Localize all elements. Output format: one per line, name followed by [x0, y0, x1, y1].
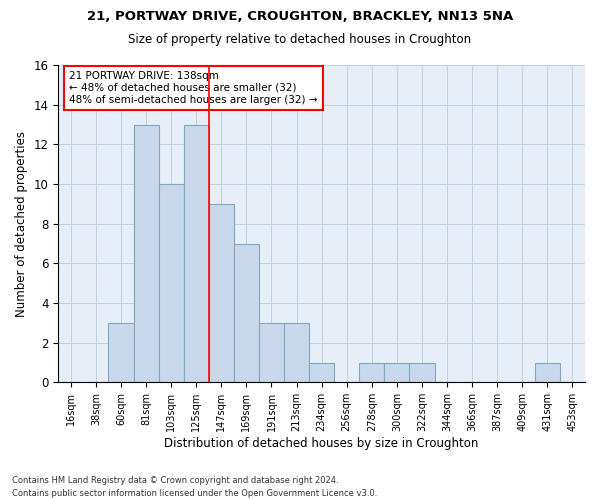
X-axis label: Distribution of detached houses by size in Croughton: Distribution of detached houses by size … [164, 437, 479, 450]
Bar [184, 124, 209, 382]
Y-axis label: Number of detached properties: Number of detached properties [15, 130, 28, 316]
Bar [158, 184, 184, 382]
Bar [359, 362, 385, 382]
Bar [109, 323, 134, 382]
Bar [385, 362, 409, 382]
Bar [234, 244, 259, 382]
Bar [309, 362, 334, 382]
Text: Contains HM Land Registry data © Crown copyright and database right 2024.
Contai: Contains HM Land Registry data © Crown c… [12, 476, 377, 498]
Bar [134, 124, 158, 382]
Bar [409, 362, 434, 382]
Text: 21 PORTWAY DRIVE: 138sqm
← 48% of detached houses are smaller (32)
48% of semi-d: 21 PORTWAY DRIVE: 138sqm ← 48% of detach… [69, 72, 317, 104]
Bar [259, 323, 284, 382]
Text: 21, PORTWAY DRIVE, CROUGHTON, BRACKLEY, NN13 5NA: 21, PORTWAY DRIVE, CROUGHTON, BRACKLEY, … [87, 10, 513, 23]
Bar [284, 323, 309, 382]
Bar [209, 204, 234, 382]
Bar [535, 362, 560, 382]
Text: Size of property relative to detached houses in Croughton: Size of property relative to detached ho… [128, 32, 472, 46]
